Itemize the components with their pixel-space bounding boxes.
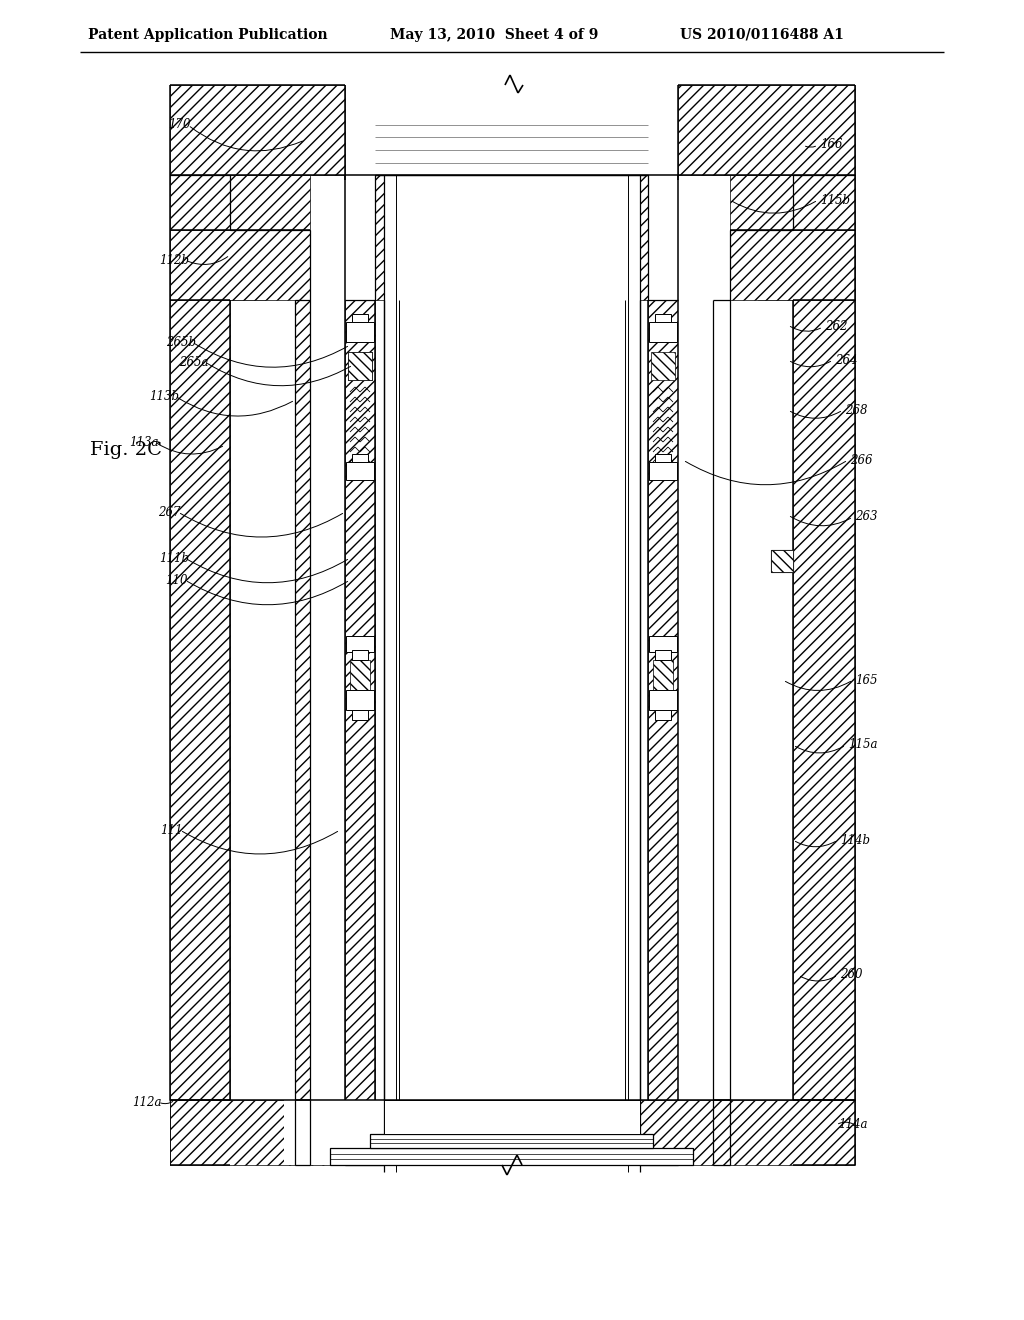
Bar bbox=[352, 649, 368, 660]
Text: Patent Application Publication: Patent Application Publication bbox=[88, 28, 328, 42]
Bar bbox=[655, 454, 671, 462]
Bar bbox=[678, 84, 855, 176]
Bar bbox=[612, 176, 640, 1100]
Bar bbox=[170, 230, 310, 300]
Bar bbox=[330, 1148, 693, 1166]
Bar bbox=[375, 176, 648, 300]
Text: 265b: 265b bbox=[166, 335, 196, 348]
Polygon shape bbox=[140, 1100, 170, 1175]
Bar bbox=[649, 322, 677, 342]
Bar bbox=[649, 462, 677, 480]
Text: 113a: 113a bbox=[129, 436, 159, 449]
Bar bbox=[170, 230, 265, 300]
Bar bbox=[284, 1100, 384, 1166]
Text: 115b: 115b bbox=[820, 194, 850, 206]
Bar bbox=[730, 176, 855, 230]
Text: 170: 170 bbox=[169, 119, 191, 132]
Bar bbox=[655, 710, 671, 719]
Text: US 2010/0116488 A1: US 2010/0116488 A1 bbox=[680, 28, 844, 42]
Bar bbox=[771, 550, 793, 572]
Text: 166: 166 bbox=[820, 139, 843, 152]
Text: 266: 266 bbox=[850, 454, 872, 466]
Bar bbox=[346, 322, 374, 342]
Text: 112b: 112b bbox=[159, 253, 189, 267]
Bar bbox=[655, 314, 671, 322]
Bar bbox=[348, 352, 372, 380]
Bar bbox=[678, 300, 730, 1100]
Text: 264: 264 bbox=[835, 354, 857, 367]
Text: 113b: 113b bbox=[150, 389, 179, 403]
Bar bbox=[370, 1134, 653, 1148]
Bar bbox=[170, 84, 345, 176]
Text: 112a: 112a bbox=[132, 1096, 162, 1109]
Text: May 13, 2010  Sheet 4 of 9: May 13, 2010 Sheet 4 of 9 bbox=[390, 28, 598, 42]
Bar bbox=[348, 352, 372, 380]
Bar bbox=[771, 550, 793, 572]
Bar bbox=[649, 636, 677, 652]
Text: 265a: 265a bbox=[179, 355, 209, 368]
Bar bbox=[758, 230, 855, 300]
Text: 111b: 111b bbox=[159, 552, 189, 565]
Bar bbox=[649, 690, 677, 710]
Text: 262: 262 bbox=[825, 321, 848, 334]
Bar bbox=[170, 1100, 855, 1166]
Text: Fig. 2C: Fig. 2C bbox=[90, 441, 162, 459]
Bar bbox=[346, 690, 374, 710]
Text: 115a: 115a bbox=[848, 738, 878, 751]
Text: 114a: 114a bbox=[838, 1118, 867, 1131]
Text: 114b: 114b bbox=[840, 833, 870, 846]
Bar bbox=[310, 300, 345, 1100]
Bar bbox=[352, 710, 368, 719]
Bar bbox=[352, 314, 368, 322]
Bar bbox=[384, 1100, 640, 1172]
Bar bbox=[713, 300, 730, 1100]
Bar bbox=[651, 352, 675, 380]
Bar bbox=[648, 300, 678, 1100]
Bar bbox=[350, 660, 370, 690]
Bar bbox=[370, 1134, 653, 1148]
Bar bbox=[346, 636, 374, 652]
Bar bbox=[346, 462, 374, 480]
Bar bbox=[375, 1135, 648, 1150]
Bar bbox=[295, 300, 310, 1100]
Text: 165: 165 bbox=[855, 673, 878, 686]
Text: 268: 268 bbox=[845, 404, 867, 417]
Text: 267: 267 bbox=[159, 506, 181, 519]
Bar bbox=[170, 176, 310, 230]
Bar bbox=[345, 1150, 678, 1166]
Bar bbox=[730, 230, 855, 300]
Text: 111: 111 bbox=[161, 824, 183, 837]
Text: 110: 110 bbox=[166, 573, 188, 586]
Bar bbox=[384, 176, 640, 1172]
Bar bbox=[345, 300, 375, 1100]
Text: 263: 263 bbox=[855, 511, 878, 524]
Bar bbox=[330, 1148, 693, 1166]
Bar bbox=[384, 1100, 640, 1134]
Bar bbox=[655, 649, 671, 660]
Bar bbox=[653, 660, 673, 690]
Bar bbox=[384, 176, 412, 1100]
Bar bbox=[793, 300, 855, 1100]
Text: 260: 260 bbox=[840, 969, 862, 982]
Bar bbox=[348, 352, 372, 380]
Bar bbox=[170, 300, 230, 1100]
Bar bbox=[352, 454, 368, 462]
